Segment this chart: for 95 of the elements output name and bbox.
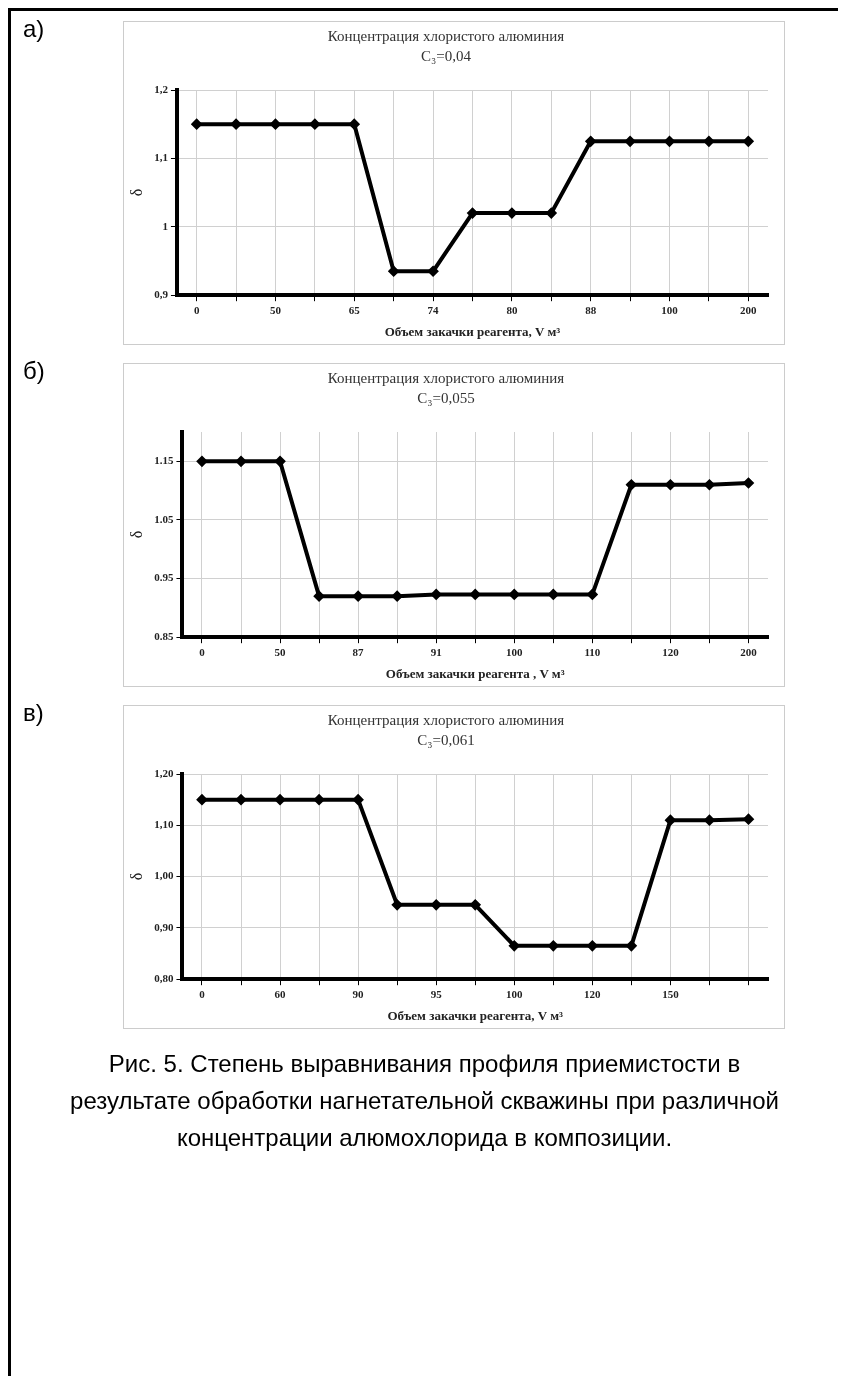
point <box>548 940 559 951</box>
x-tick-label: 87 <box>352 645 365 658</box>
point <box>743 478 754 489</box>
x-tick-label: 50 <box>269 303 282 316</box>
point <box>309 119 320 130</box>
y-tick-label: 1,10 <box>154 818 174 831</box>
point <box>236 456 247 467</box>
point <box>546 208 557 219</box>
point <box>664 136 675 147</box>
x-axis-title: Объем закачки реагента, V м³ <box>387 1007 564 1023</box>
point <box>665 815 676 826</box>
x-tick-label: 0 <box>193 303 200 316</box>
text: а) <box>23 15 45 43</box>
text: Рис. 5. Степень выравнивания профиля приемистости в результате обработки нагнетательной скважины при различной концентрации алюмохлорида в композиции. <box>69 1049 780 1153</box>
point <box>431 899 442 910</box>
point <box>467 208 478 219</box>
text: б) <box>23 357 45 385</box>
x-tick-label: 200 <box>740 303 758 316</box>
x-tick-label: 100 <box>661 303 679 316</box>
point <box>196 794 207 805</box>
x-tick-label: 120 <box>584 987 602 1000</box>
text: в) <box>23 699 44 727</box>
point <box>236 794 247 805</box>
point <box>275 456 286 467</box>
y-tick-label: 1,2 <box>154 82 169 95</box>
x-tick-label: 100 <box>506 987 524 1000</box>
point <box>388 266 399 277</box>
point <box>587 940 598 951</box>
point <box>626 479 637 490</box>
point <box>196 456 207 467</box>
y-tick-label: 1,1 <box>154 151 168 164</box>
x-tick-label: 65 <box>348 303 361 316</box>
y-axis-title: δ <box>127 188 145 197</box>
point <box>743 136 754 147</box>
point <box>743 814 754 825</box>
point <box>704 815 715 826</box>
point <box>392 899 403 910</box>
x-tick-label: 90 <box>352 987 365 1000</box>
y-tick-label: 1,20 <box>154 766 174 779</box>
point <box>509 940 520 951</box>
x-tick-label: 150 <box>662 987 680 1000</box>
point <box>275 794 286 805</box>
x-tick-label: 91 <box>430 645 442 658</box>
point <box>470 589 481 600</box>
y-tick-label: 0.95 <box>154 571 174 584</box>
point <box>431 589 442 600</box>
y-axis-title: δ <box>127 872 145 881</box>
x-tick-label: 0 <box>199 645 206 658</box>
point <box>626 940 637 951</box>
y-tick-label: 1.05 <box>154 512 174 525</box>
y-tick-label: 0,80 <box>154 972 174 985</box>
chart-subtitle: C₃=0,061 <box>417 731 475 748</box>
point <box>470 899 481 910</box>
x-tick-label: 50 <box>274 645 287 658</box>
point <box>625 136 636 147</box>
y-tick-label: 1.15 <box>154 454 174 467</box>
point <box>349 119 360 130</box>
y-tick-label: 1 <box>162 219 168 232</box>
x-axis-title: Объем закачки реагента, V м³ <box>384 323 561 339</box>
x-tick-label: 60 <box>274 987 287 1000</box>
x-axis-title: Объем закачки реагента , V м³ <box>385 665 565 681</box>
point <box>703 136 714 147</box>
x-tick-label: 80 <box>506 303 518 316</box>
chart-subtitle: C₃=0,055 <box>417 389 475 406</box>
y-tick-label: 0,9 <box>154 288 169 301</box>
x-tick-label: 110 <box>584 645 601 658</box>
x-tick-label: 200 <box>740 645 758 658</box>
x-tick-label: 74 <box>427 303 440 316</box>
y-tick-label: 0.85 <box>154 630 174 643</box>
point <box>585 136 596 147</box>
point <box>353 794 364 805</box>
y-tick-label: 1,00 <box>154 869 174 882</box>
x-tick-label: 88 <box>585 303 597 316</box>
point <box>509 589 520 600</box>
point <box>428 266 439 277</box>
point <box>548 589 559 600</box>
point <box>314 591 325 602</box>
y-axis-title: δ <box>127 530 145 539</box>
x-tick-label: 100 <box>506 645 524 658</box>
chart-title: Концентрация хлористого алюминия <box>327 369 565 386</box>
x-tick-label: 120 <box>662 645 680 658</box>
point <box>191 119 202 130</box>
point <box>665 479 676 490</box>
x-tick-label: 0 <box>199 987 206 1000</box>
point <box>587 589 598 600</box>
point <box>231 119 242 130</box>
chart-title: Концентрация хлористого алюминия <box>327 27 565 44</box>
x-tick-label: 95 <box>430 987 443 1000</box>
point <box>704 479 715 490</box>
chart-subtitle: C₃=0,04 <box>421 47 472 64</box>
point <box>353 591 364 602</box>
chart-title: Концентрация хлористого алюминия <box>327 711 565 728</box>
y-tick-label: 0,90 <box>154 920 174 933</box>
point <box>314 794 325 805</box>
point <box>270 119 281 130</box>
